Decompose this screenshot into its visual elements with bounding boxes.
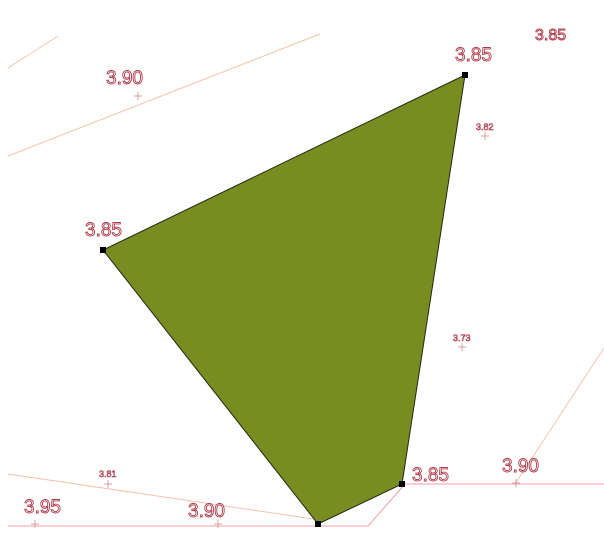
vertex-handle[interactable] bbox=[100, 247, 106, 253]
elevation-label: 3.90 bbox=[188, 501, 225, 522]
selected-polygon[interactable] bbox=[102, 74, 466, 525]
elevation-label: 3.90 bbox=[502, 456, 539, 477]
spot-height-markers bbox=[31, 92, 520, 528]
vertex-handle[interactable] bbox=[462, 72, 468, 78]
spot-height-label: 3.81 bbox=[99, 469, 117, 479]
spot-cross bbox=[458, 343, 466, 351]
elevation-label: 3.95 bbox=[24, 497, 61, 518]
contour-lines bbox=[7, 33, 604, 527]
contour-line bbox=[7, 33, 321, 157]
spot-cross bbox=[214, 520, 222, 528]
contour-line bbox=[7, 473, 321, 521]
contour-line bbox=[8, 483, 406, 527]
vertex-handles[interactable] bbox=[100, 72, 468, 527]
spot-height-label: 3.82 bbox=[476, 122, 494, 132]
spot-cross bbox=[481, 132, 489, 140]
edge-label-fragment: 3.85 bbox=[535, 27, 566, 44]
spot-cross bbox=[31, 520, 39, 528]
elevation-label: 3.90 bbox=[106, 68, 143, 89]
spot-height-label: 3.73 bbox=[453, 333, 471, 343]
spot-cross bbox=[104, 480, 112, 488]
elevation-label: 3.85 bbox=[412, 465, 449, 486]
vertex-handle[interactable] bbox=[399, 481, 405, 487]
spot-cross bbox=[134, 92, 142, 100]
elevation-labels: 3.90 3.85 3.85 3.85 3.90 3.95 3.90 bbox=[24, 45, 540, 523]
spot-cross bbox=[512, 479, 520, 487]
spot-height-labels: 3.82 3.73 3.81 bbox=[99, 122, 494, 480]
elevation-label: 3.85 bbox=[455, 45, 492, 66]
elevation-label: 3.85 bbox=[85, 220, 122, 241]
contour-line bbox=[514, 347, 604, 485]
vertex-handle[interactable] bbox=[315, 521, 321, 527]
contour-line bbox=[7, 35, 59, 69]
